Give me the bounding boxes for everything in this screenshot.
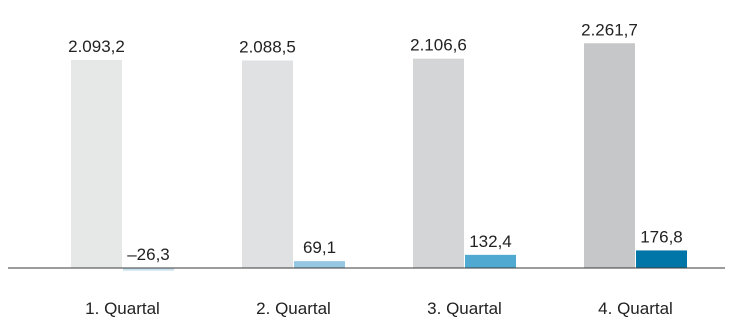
value-label-s1-q4: 2.261,7	[581, 20, 638, 39]
value-label-s2-q4: 176,8	[640, 227, 683, 246]
bar-s2-q3	[465, 254, 516, 268]
value-label-s1-q3: 2.106,6	[410, 36, 467, 55]
bar-s1-q4	[584, 43, 635, 269]
category-label-q4: 4. Quartal	[598, 299, 673, 318]
category-labels-group: 1. Quartal 2. Quartal 3. Quartal 4. Quartal	[85, 299, 673, 318]
bar-s1-q1	[71, 60, 122, 268]
value-label-s2-q2: 69,1	[303, 238, 336, 257]
category-label-q1: 1. Quartal	[85, 299, 160, 318]
category-label-q3: 3. Quartal	[427, 299, 502, 318]
bar-s2-q4	[636, 250, 687, 268]
category-label-q2: 2. Quartal	[256, 299, 331, 318]
bars-group	[71, 43, 687, 271]
value-labels-group: 2.093,2 –26,3 2.088,5 69,1 2.106,6 132,4 2.261…	[68, 20, 683, 264]
value-label-s1-q2: 2.088,5	[239, 37, 296, 56]
value-label-s1-q1: 2.093,2	[68, 37, 125, 56]
value-label-s2-q3: 132,4	[469, 232, 512, 251]
bar-s2-q2	[294, 261, 345, 268]
bar-s2-q1	[123, 268, 174, 271]
value-label-s2-q1: –26,3	[127, 245, 170, 264]
bar-s1-q2	[242, 60, 293, 268]
bar-s1-q3	[413, 58, 464, 268]
